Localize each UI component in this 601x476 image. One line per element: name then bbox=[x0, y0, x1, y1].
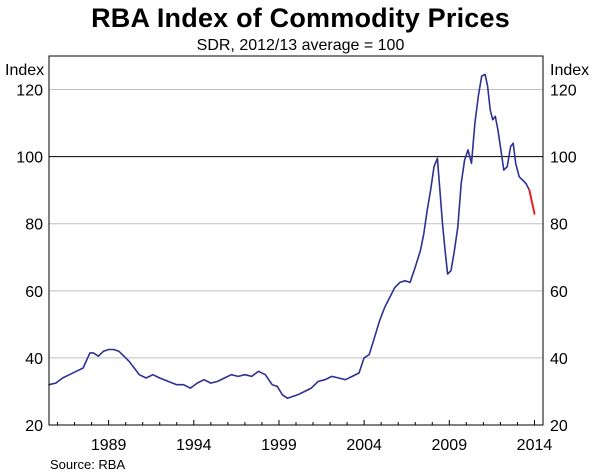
x-tick-label-2004: 2004 bbox=[346, 437, 382, 454]
x-tick-label-1989: 1989 bbox=[91, 437, 127, 454]
y-tick-right-60: 60 bbox=[550, 284, 568, 301]
y-axis-title-right: Index bbox=[550, 62, 589, 79]
y-tick-left-100: 100 bbox=[16, 150, 43, 167]
plot-frame bbox=[48, 55, 544, 426]
y-tick-left-20: 20 bbox=[25, 418, 43, 435]
chart-source: Source: RBA bbox=[50, 457, 126, 472]
y-axis-title-left: Index bbox=[5, 62, 44, 79]
chart-subtitle: SDR, 2012/13 average = 100 bbox=[196, 37, 405, 54]
chart-title: RBA Index of Commodity Prices bbox=[91, 3, 510, 33]
x-tick-label-1999: 1999 bbox=[261, 437, 297, 454]
y-tick-left-80: 80 bbox=[25, 217, 43, 234]
y-tick-right-20: 20 bbox=[550, 418, 568, 435]
y-tick-left-120: 120 bbox=[16, 83, 43, 100]
y-tick-right-120: 120 bbox=[550, 83, 577, 100]
x-tick-label-1994: 1994 bbox=[176, 437, 212, 454]
y-tick-left-40: 40 bbox=[25, 351, 43, 368]
y-tick-right-100: 100 bbox=[550, 150, 577, 167]
x-tick-label-2014: 2014 bbox=[517, 437, 553, 454]
series-line-latest bbox=[528, 189, 536, 215]
x-tick-label-2009: 2009 bbox=[432, 437, 468, 454]
series-line-index bbox=[48, 73, 531, 400]
y-tick-right-80: 80 bbox=[550, 217, 568, 234]
y-tick-right-40: 40 bbox=[550, 351, 568, 368]
y-tick-left-60: 60 bbox=[25, 284, 43, 301]
